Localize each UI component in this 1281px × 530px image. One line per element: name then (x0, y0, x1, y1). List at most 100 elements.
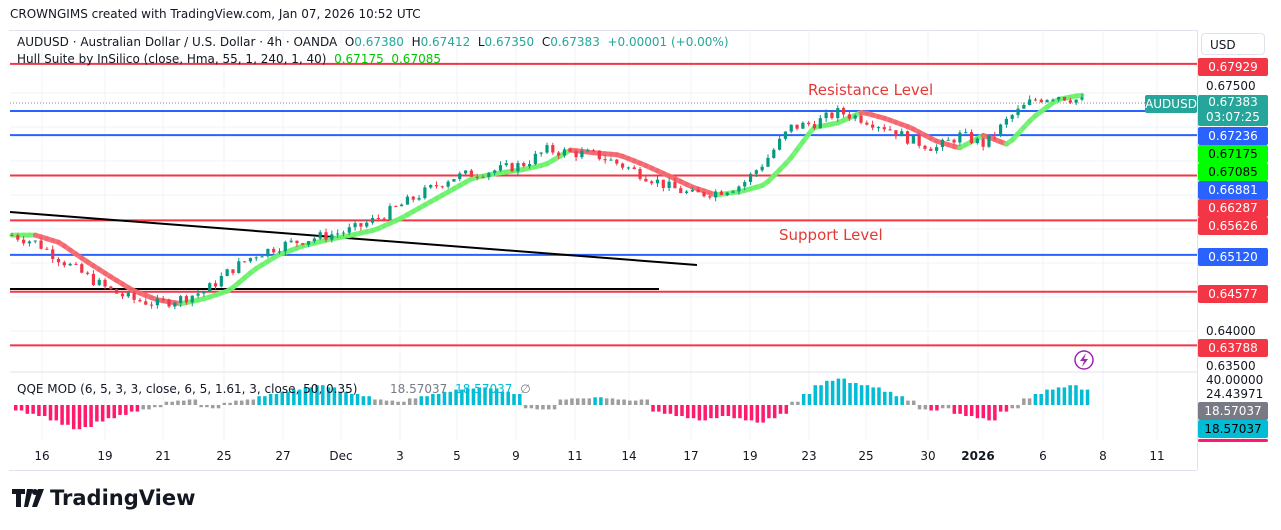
candle (341, 232, 346, 234)
candle (1074, 99, 1078, 103)
qqe-bar (697, 405, 702, 421)
qqe-bar (651, 405, 655, 412)
qqe-bar (975, 405, 980, 419)
candle (475, 176, 479, 178)
qqe-bar (969, 405, 974, 416)
level-tag: 0.66881 (1198, 181, 1268, 199)
qqe-bar (60, 405, 64, 425)
candle (615, 159, 619, 164)
low-value: 0.67350 (484, 35, 535, 49)
candle (818, 118, 822, 129)
qqe-bar (442, 391, 447, 405)
candle (33, 240, 37, 242)
qqe-bar (216, 405, 221, 409)
candle (545, 145, 549, 153)
qqe-bar (182, 400, 186, 405)
candle (330, 234, 334, 240)
date-label: 21 (155, 449, 171, 463)
candle (202, 291, 206, 294)
qqe-bar (1022, 398, 1026, 405)
candle (632, 167, 636, 170)
candle (650, 181, 654, 184)
candles (10, 93, 1084, 310)
candle (940, 139, 945, 148)
candle (591, 150, 596, 152)
candle (830, 112, 834, 119)
candle (714, 191, 718, 198)
qqe-bar (257, 396, 261, 405)
qqe-bar (71, 405, 76, 430)
qqe-bar (286, 391, 290, 405)
qqe-bar (680, 405, 684, 416)
hull-segment (1073, 92, 1085, 99)
qqe-bar (1004, 405, 1009, 412)
candle (626, 167, 631, 169)
date-label: 5 (453, 449, 461, 463)
qqe-bar (535, 405, 539, 410)
level-tag: 0.63788 (1198, 339, 1268, 357)
candle (684, 191, 689, 193)
qqe-bar (801, 394, 806, 405)
tradingview-logo[interactable]: TradingView (12, 486, 195, 510)
date-label: 25 (216, 449, 232, 463)
qqe-bar (946, 405, 951, 409)
qqe-bar (141, 405, 145, 410)
qqe-bar (390, 400, 395, 405)
level-tag: 0.66287 (1198, 199, 1268, 217)
candle (103, 279, 107, 287)
qqe-bar (819, 385, 823, 405)
qqe-bar (871, 387, 875, 405)
qqe-legend[interactable]: QQE MOD (6, 5, 3, 3, close, 6, 5, 1.61, … (17, 382, 357, 396)
candle (400, 204, 404, 207)
candle (731, 191, 735, 193)
candle (1062, 97, 1067, 101)
qqe-bar (599, 397, 603, 405)
candle (272, 248, 276, 253)
candle (673, 181, 677, 189)
qqe-bar (830, 380, 835, 405)
qqe-bar (425, 396, 429, 405)
last-price-tag: 0.67383 03:07:25 (1198, 95, 1268, 126)
chart-canvas[interactable] (0, 0, 1197, 470)
qqe-bar (848, 383, 852, 405)
close-value: 0.67383 (550, 35, 600, 49)
candle (865, 122, 869, 125)
qqe-bar (836, 378, 841, 405)
candle (277, 251, 282, 253)
qqe-bar (691, 405, 696, 419)
support-label: Support Level (779, 226, 883, 244)
qqe-bar (355, 394, 360, 405)
candle (801, 122, 805, 129)
qqe-bar (251, 399, 256, 405)
qqe-bar (239, 400, 244, 405)
candle (208, 283, 212, 292)
candle (434, 185, 439, 187)
candle (446, 181, 450, 187)
price-axis[interactable] (1197, 30, 1281, 470)
candle (876, 127, 881, 129)
qqe-bar (147, 405, 151, 410)
candle (1057, 97, 1061, 100)
candle (138, 299, 142, 302)
candle (1010, 115, 1014, 119)
qqe-tag-neg (1198, 439, 1268, 442)
qqe-bar (807, 394, 812, 405)
indicator-legend[interactable]: Hull Suite by InSilico (close, Hma, 55, … (17, 52, 441, 66)
qqe-bar (958, 405, 962, 414)
date-label: 23 (801, 449, 817, 463)
candle (987, 135, 991, 147)
qqe-bar (686, 405, 690, 419)
qqe-tag: 18.57037 (1198, 420, 1268, 438)
candle (213, 283, 218, 287)
qqe-bar (639, 399, 644, 405)
candle (336, 233, 340, 235)
candle (324, 232, 328, 240)
currency-selector[interactable]: USD (1201, 33, 1265, 55)
date-label: 25 (858, 449, 874, 463)
qqe-bar (570, 398, 574, 405)
candle (260, 256, 264, 258)
qqe-bar (263, 396, 267, 405)
date-label: 8 (1099, 449, 1107, 463)
candle (836, 108, 840, 119)
candle (394, 206, 398, 208)
